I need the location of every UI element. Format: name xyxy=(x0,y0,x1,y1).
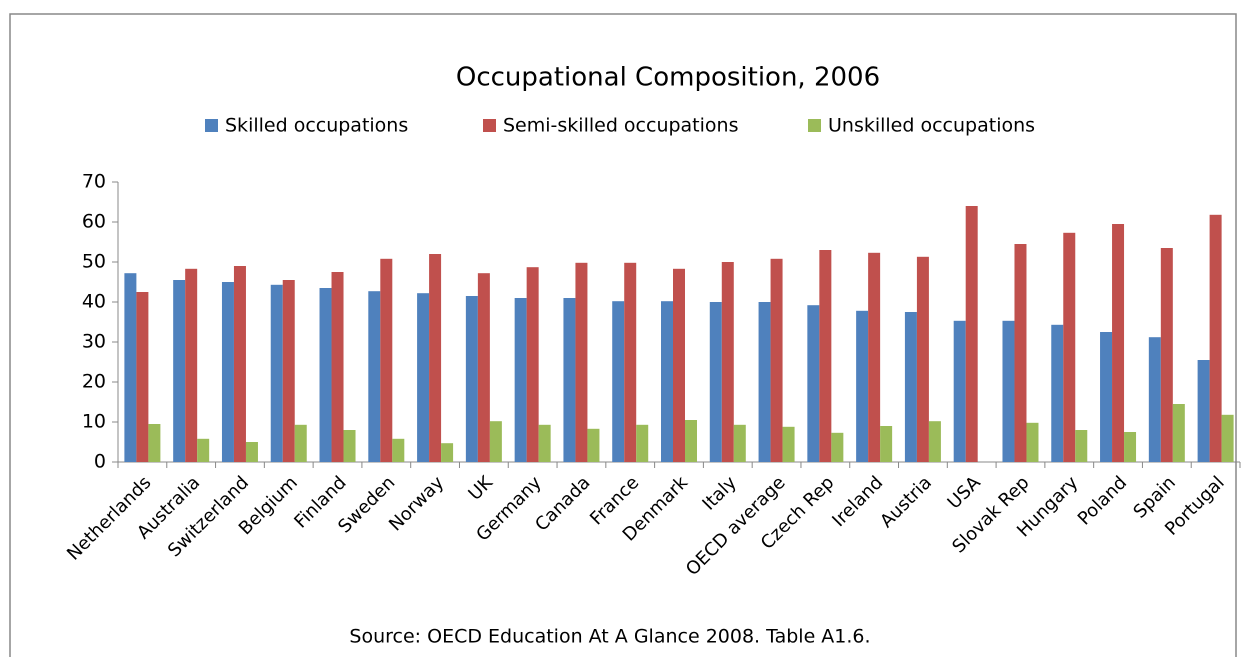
bar xyxy=(1112,224,1125,462)
x-tick-label: UK xyxy=(464,471,497,504)
y-tick-label: 0 xyxy=(94,451,106,473)
bar xyxy=(319,288,332,462)
bar xyxy=(465,296,478,462)
bar xyxy=(136,292,149,462)
bar xyxy=(1172,404,1185,462)
y-tick-label: 20 xyxy=(82,371,106,393)
legend-label: Skilled occupations xyxy=(225,115,408,137)
bar xyxy=(1002,320,1015,462)
y-tick-label: 50 xyxy=(82,251,106,273)
bar xyxy=(904,312,917,462)
bar xyxy=(563,298,576,462)
y-tick-label: 10 xyxy=(82,411,106,433)
bar xyxy=(807,305,820,462)
bar xyxy=(782,426,795,462)
legend-swatch xyxy=(205,119,218,132)
source-note: Source: OECD Education At A Glance 2008.… xyxy=(349,626,870,648)
x-tick-label: Canada xyxy=(531,472,594,535)
bar xyxy=(282,280,295,462)
bar xyxy=(880,426,893,462)
bar xyxy=(953,320,966,462)
bar xyxy=(1160,248,1173,462)
bar xyxy=(868,252,881,462)
bar xyxy=(709,302,722,462)
x-tick-label: Austria xyxy=(876,472,936,532)
legend-swatch xyxy=(483,119,496,132)
bar xyxy=(392,438,405,462)
legend-label: Semi-skilled occupations xyxy=(503,115,738,137)
bar xyxy=(661,301,673,462)
bar xyxy=(587,428,600,462)
bar xyxy=(343,430,356,462)
bar xyxy=(1051,324,1064,462)
y-tick-label: 30 xyxy=(82,331,106,353)
bar xyxy=(1100,332,1113,462)
bar xyxy=(928,421,941,462)
bar xyxy=(721,262,734,462)
bar xyxy=(916,256,929,462)
bar xyxy=(294,424,307,462)
x-tick-label: Ireland xyxy=(828,472,887,531)
bar xyxy=(1063,232,1076,462)
x-tick-label: Poland xyxy=(1074,472,1131,529)
bar xyxy=(417,293,430,462)
bar xyxy=(624,262,637,462)
y-tick-label: 40 xyxy=(82,291,106,313)
bar xyxy=(270,284,283,462)
x-tick-label: Italy xyxy=(698,472,741,515)
bar xyxy=(1197,360,1210,462)
legend-swatch xyxy=(808,119,821,132)
bar xyxy=(1221,414,1234,462)
bar xyxy=(1148,337,1161,462)
bar xyxy=(124,273,137,462)
bar xyxy=(429,254,442,462)
bar xyxy=(173,280,186,462)
bar xyxy=(1075,430,1088,462)
y-tick-label: 70 xyxy=(82,171,106,193)
bar xyxy=(185,268,198,462)
x-tick-label: USA xyxy=(944,472,986,514)
legend-label: Unskilled occupations xyxy=(828,115,1035,137)
bar xyxy=(733,424,746,462)
bar xyxy=(673,268,685,462)
bar xyxy=(831,432,844,462)
bar xyxy=(770,258,783,462)
bar xyxy=(148,424,161,462)
bar xyxy=(636,424,649,462)
bar xyxy=(489,421,502,462)
bar xyxy=(526,267,539,462)
frame xyxy=(9,13,1237,657)
x-tick-label: Norway xyxy=(385,472,448,535)
bar xyxy=(233,266,246,462)
chart-title: Occupational Composition, 2006 xyxy=(456,63,880,93)
bar xyxy=(685,420,697,462)
bar xyxy=(477,273,490,462)
bar xyxy=(1209,214,1222,462)
bar xyxy=(1124,432,1137,462)
bar xyxy=(331,272,344,462)
y-tick-label: 60 xyxy=(82,211,106,233)
bar xyxy=(1026,422,1039,462)
bar xyxy=(538,424,551,462)
bar xyxy=(380,258,393,462)
bar xyxy=(514,298,527,462)
bar xyxy=(612,301,625,462)
bar xyxy=(965,206,978,462)
bar xyxy=(368,291,381,462)
bar xyxy=(819,250,832,462)
bar xyxy=(197,438,210,462)
bar xyxy=(575,262,588,462)
bar xyxy=(441,443,454,462)
bar xyxy=(856,310,869,462)
x-tick-label: Netherlands xyxy=(63,472,155,564)
bar xyxy=(758,302,771,462)
bar xyxy=(245,442,258,462)
bar xyxy=(1014,244,1027,462)
bar xyxy=(221,282,234,462)
